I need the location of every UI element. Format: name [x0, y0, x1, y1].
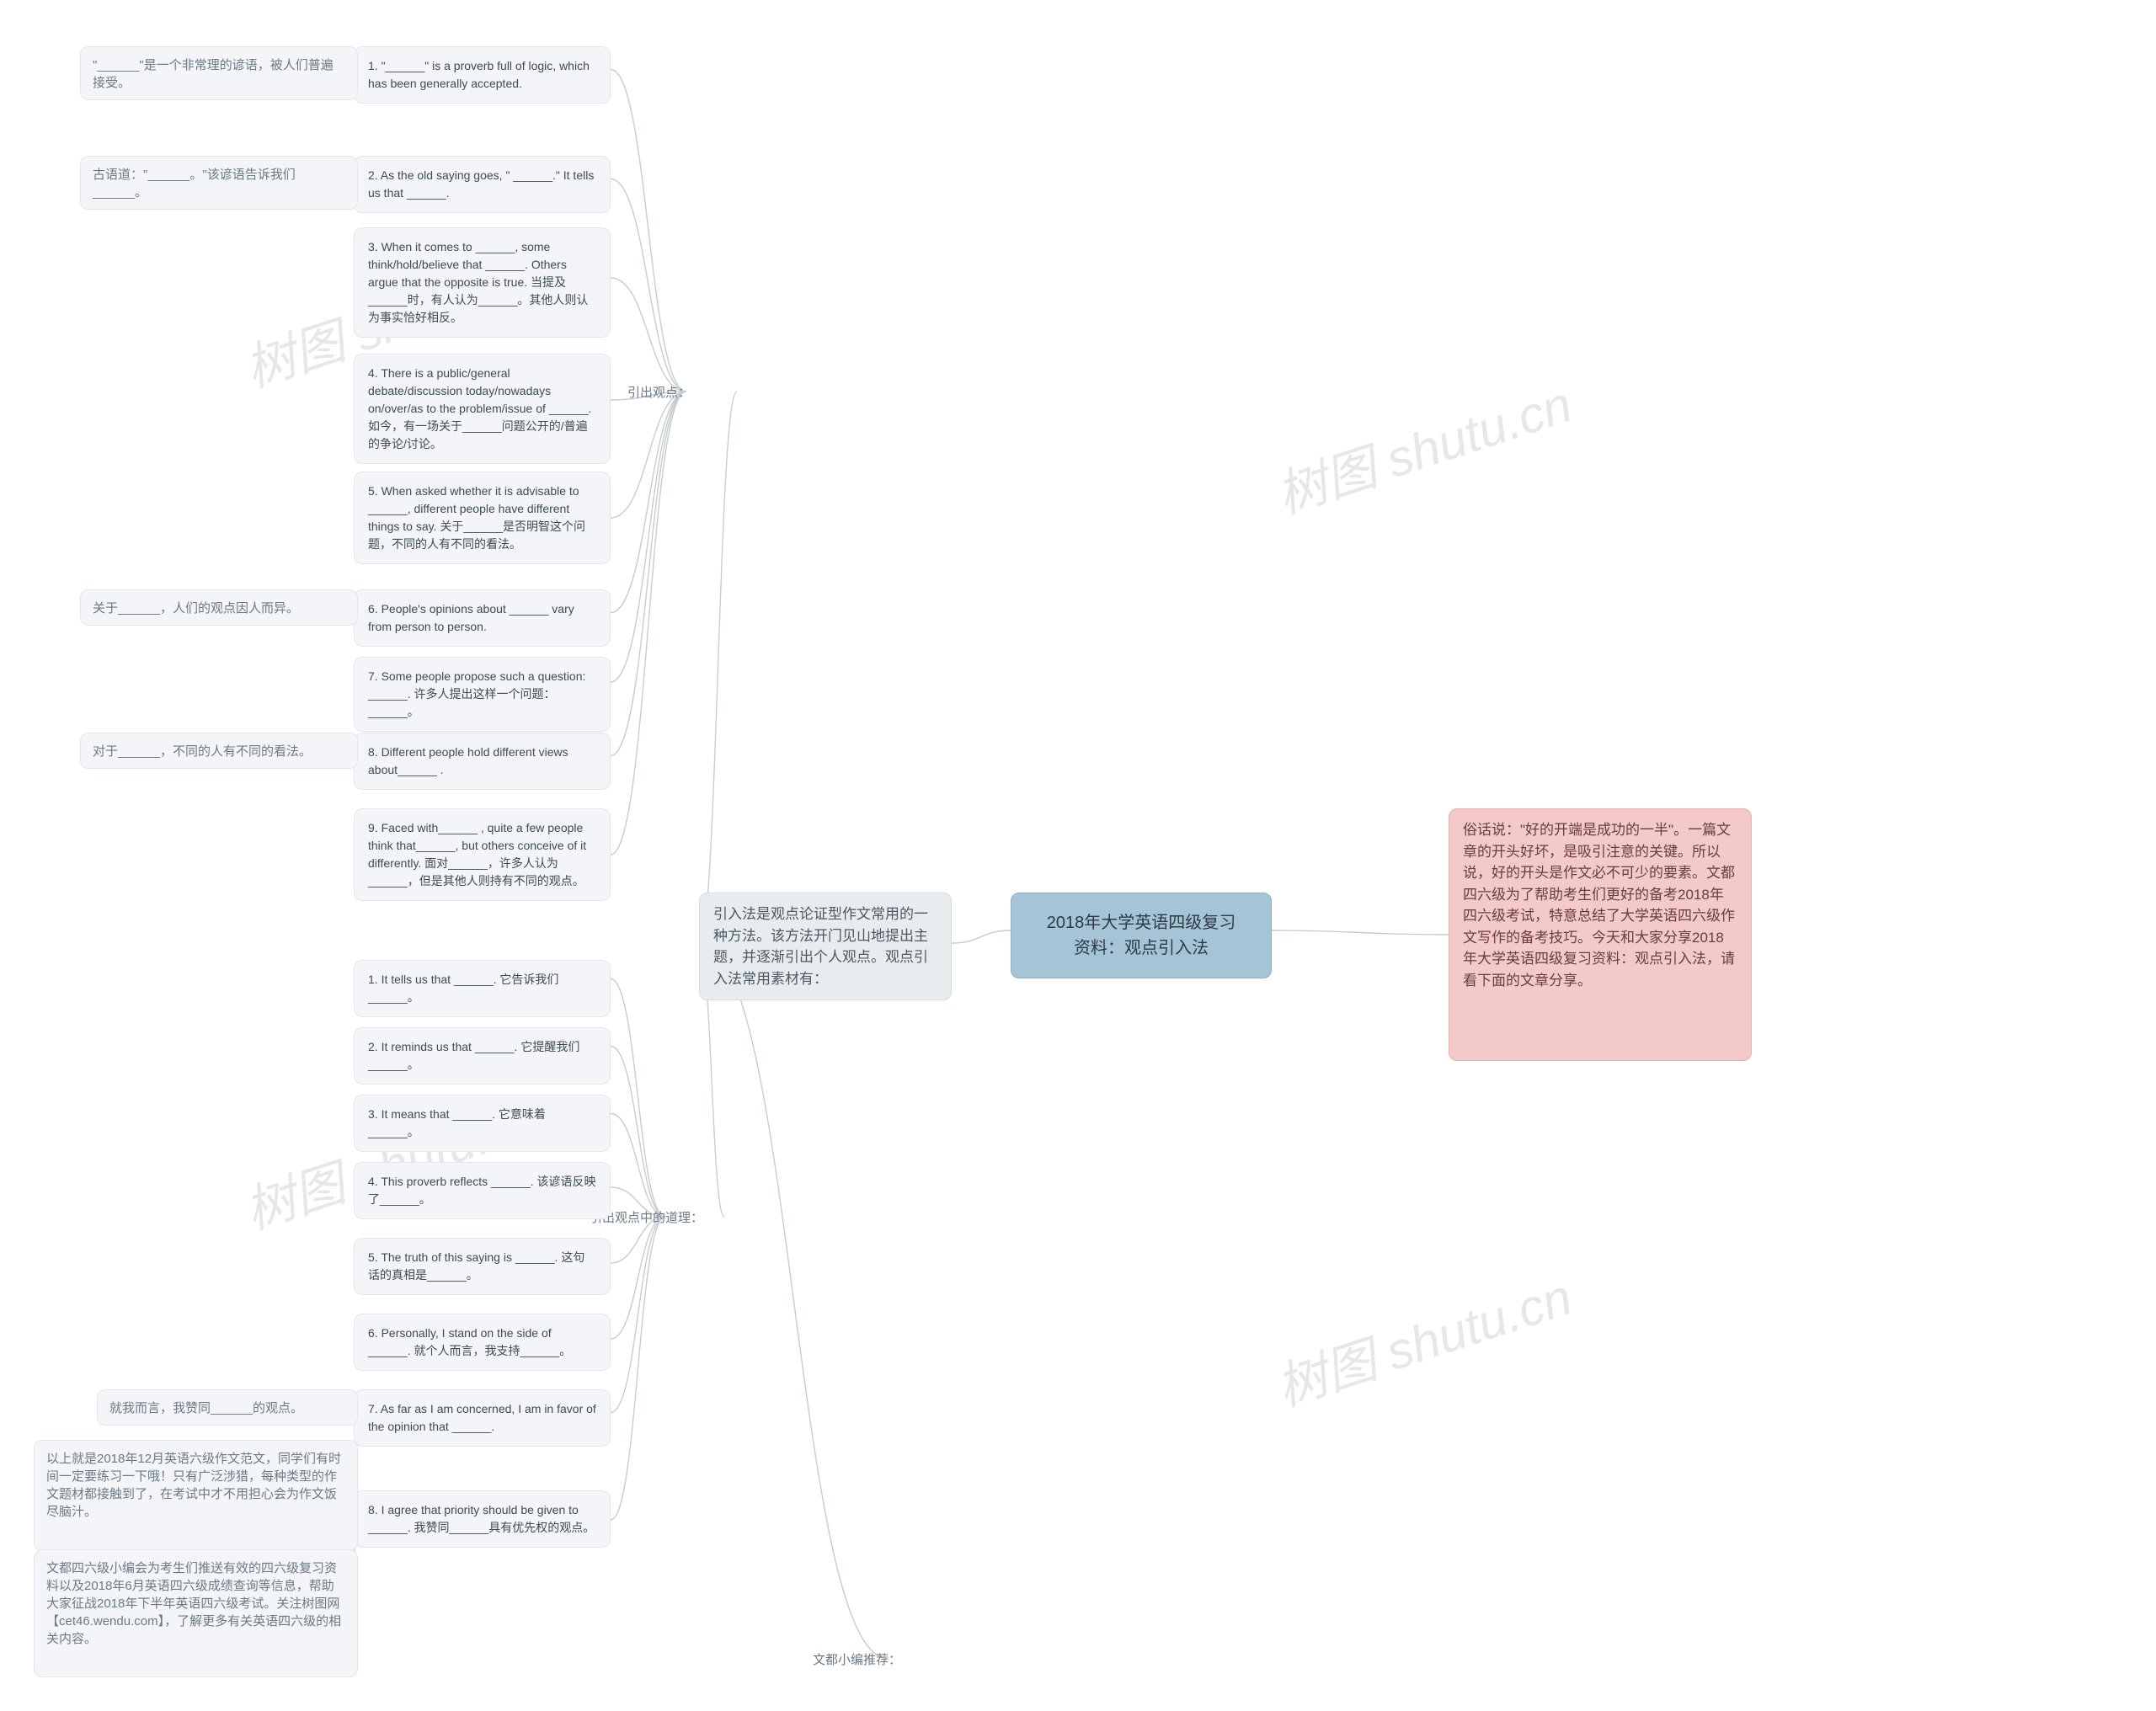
branch-b-item: 4. This proverb reflects ______. 该谚语反映了_… — [354, 1162, 611, 1219]
branch-a-item: 7. Some people propose such a question: … — [354, 657, 611, 732]
watermark: 树图 shutu.cn — [1266, 1256, 1580, 1421]
branch-a-item: 2. As the old saying goes, " ______." It… — [354, 156, 611, 213]
branch-b-item: 8. I agree that priority should be given… — [354, 1490, 611, 1548]
branch-b-item: 5. The truth of this saying is ______. 这… — [354, 1238, 611, 1295]
branch-b-item: 2. It reminds us that ______. 它提醒我们_____… — [354, 1027, 611, 1085]
branch-b-item: 6. Personally, I stand on the side of __… — [354, 1314, 611, 1371]
root-title-2: 资料：观点引入法 — [1030, 935, 1252, 961]
branch-a-translation: 对于______，不同的人有不同的看法。 — [80, 733, 358, 769]
branch-a-item: 8. Different people hold different views… — [354, 733, 611, 790]
branch-c-label: 文都小编推荐： — [813, 1650, 901, 1668]
branch-a-translation: 关于______，人们的观点因人而异。 — [80, 589, 358, 626]
branch-b-item: 7. As far as I am concerned, I am in fav… — [354, 1389, 611, 1447]
branch-a-item: 4. There is a public/general debate/disc… — [354, 354, 611, 464]
root-node: 2018年大学英语四级复习 资料：观点引入法 — [1011, 893, 1272, 978]
branch-a-item: 9. Faced with______ , quite a few people… — [354, 808, 611, 901]
definition-node: 引入法是观点论证型作文常用的一种方法。该方法开门见山地提出主题，并逐渐引出个人观… — [699, 893, 952, 1000]
branch-a-item: 3. When it comes to ______, some think/h… — [354, 227, 611, 338]
branch-a-item: 1. "______" is a proverb full of logic, … — [354, 46, 611, 104]
branch-b-item: 1. It tells us that ______. 它告诉我们______。 — [354, 960, 611, 1017]
branch-b-item: 3. It means that ______. 它意味着______。 — [354, 1095, 611, 1152]
branch-b-note: 就我而言，我赞同______的观点。 — [97, 1389, 358, 1426]
watermark: 树图 shutu.cn — [1266, 364, 1580, 528]
branch-a-label: 引出观点： — [627, 383, 691, 401]
branch-b-note: 以上就是2018年12月英语六级作文范文，同学们有时间一定要练习一下哦！只有广泛… — [34, 1440, 358, 1551]
branch-a-translation: 古语道："______。"该谚语告诉我们______。 — [80, 156, 358, 210]
branch-a-item: 6. People's opinions about ______ vary f… — [354, 589, 611, 647]
branch-b-note: 文都四六级小编会为考生们推送有效的四六级复习资料以及2018年6月英语四六级成绩… — [34, 1549, 358, 1677]
intro-node: 俗话说："好的开端是成功的一半"。一篇文章的开头好坏，是吸引注意的关键。所以说，… — [1449, 808, 1752, 1061]
branch-a-translation: "______"是一个非常理的谚语，被人们普遍接受。 — [80, 46, 358, 100]
branch-a-item: 5. When asked whether it is advisable to… — [354, 472, 611, 564]
root-title-1: 2018年大学英语四级复习 — [1030, 910, 1252, 935]
